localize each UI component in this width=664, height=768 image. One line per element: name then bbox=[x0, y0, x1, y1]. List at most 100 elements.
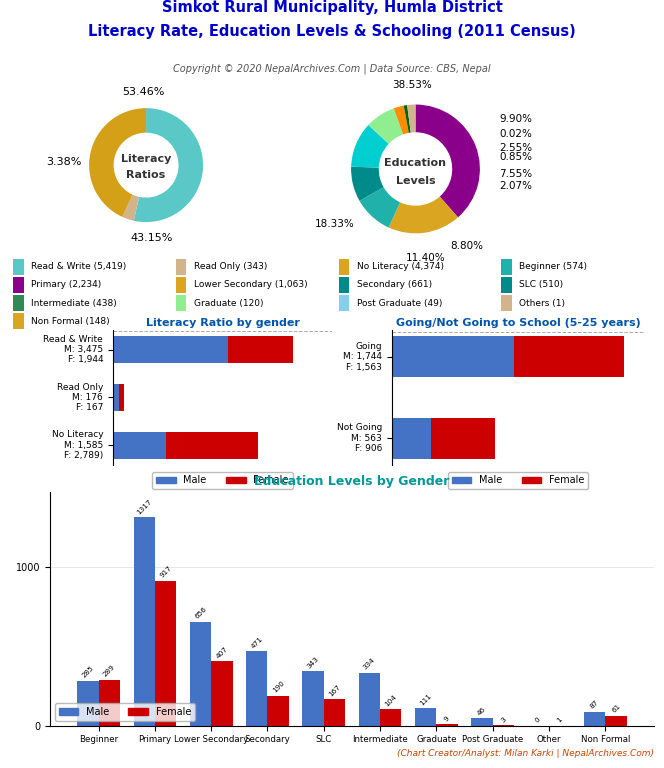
Text: 334: 334 bbox=[363, 657, 376, 671]
Wedge shape bbox=[394, 106, 409, 134]
Text: 111: 111 bbox=[418, 692, 433, 707]
Bar bbox=[176, 295, 186, 311]
Title: Literacy Ratio by gender: Literacy Ratio by gender bbox=[145, 318, 299, 328]
Text: 917: 917 bbox=[159, 564, 173, 579]
Bar bbox=[228, 336, 293, 362]
Bar bbox=[155, 581, 177, 726]
Bar bbox=[324, 700, 345, 726]
Bar bbox=[392, 418, 431, 458]
Bar bbox=[392, 336, 514, 377]
Text: Education: Education bbox=[384, 157, 446, 167]
Text: 1317: 1317 bbox=[135, 498, 153, 515]
Bar bbox=[339, 295, 349, 311]
Wedge shape bbox=[369, 108, 403, 144]
Bar bbox=[99, 680, 120, 726]
Text: Non Formal (148): Non Formal (148) bbox=[31, 316, 110, 326]
Wedge shape bbox=[404, 106, 409, 133]
Text: Beginner (574): Beginner (574) bbox=[519, 262, 588, 271]
Bar bbox=[501, 259, 511, 275]
Text: 8.80%: 8.80% bbox=[451, 241, 483, 251]
Text: Levels: Levels bbox=[396, 176, 436, 186]
Text: 289: 289 bbox=[102, 664, 116, 678]
Bar bbox=[605, 716, 627, 726]
Text: 2.07%: 2.07% bbox=[499, 181, 533, 191]
Bar bbox=[13, 313, 23, 329]
Text: Read Only (343): Read Only (343) bbox=[194, 262, 268, 271]
Bar bbox=[13, 259, 23, 275]
Text: SLC (510): SLC (510) bbox=[519, 280, 564, 290]
Bar bbox=[431, 418, 495, 458]
Bar bbox=[77, 680, 99, 726]
Text: 53.46%: 53.46% bbox=[122, 88, 165, 98]
Bar bbox=[339, 259, 349, 275]
Text: Primary (2,234): Primary (2,234) bbox=[31, 280, 102, 290]
Text: 0.02%: 0.02% bbox=[499, 129, 532, 139]
Bar bbox=[119, 384, 124, 411]
Text: 167: 167 bbox=[327, 684, 341, 697]
Wedge shape bbox=[122, 194, 139, 220]
Text: 2.55%: 2.55% bbox=[499, 144, 533, 154]
Text: 9.90%: 9.90% bbox=[499, 114, 533, 124]
Bar bbox=[133, 518, 155, 726]
Text: 46: 46 bbox=[477, 706, 487, 717]
Title: Education Levels by Gender: Education Levels by Gender bbox=[254, 475, 450, 488]
Text: Lower Secondary (1,063): Lower Secondary (1,063) bbox=[194, 280, 307, 290]
Text: No Literacy (4,374): No Literacy (4,374) bbox=[357, 262, 444, 271]
Text: Secondary (661): Secondary (661) bbox=[357, 280, 432, 290]
Bar bbox=[501, 276, 511, 293]
Bar bbox=[501, 295, 511, 311]
Text: 104: 104 bbox=[384, 694, 398, 707]
Wedge shape bbox=[404, 105, 411, 133]
Wedge shape bbox=[407, 104, 416, 133]
Text: 7.55%: 7.55% bbox=[499, 169, 533, 179]
Text: 18.33%: 18.33% bbox=[315, 219, 355, 229]
Legend: Male, Female: Male, Female bbox=[448, 472, 588, 489]
Legend: Male, Female: Male, Female bbox=[54, 703, 195, 721]
Text: Copyright © 2020 NepalArchives.Com | Data Source: CBS, Nepal: Copyright © 2020 NepalArchives.Com | Dat… bbox=[173, 64, 491, 74]
Text: 471: 471 bbox=[250, 635, 264, 649]
Wedge shape bbox=[388, 197, 458, 233]
Text: Simkot Rural Municipality, Humla District: Simkot Rural Municipality, Humla Distric… bbox=[161, 0, 503, 15]
Wedge shape bbox=[133, 108, 203, 222]
Text: 190: 190 bbox=[271, 680, 286, 694]
Text: 3: 3 bbox=[499, 716, 507, 723]
Text: 3.38%: 3.38% bbox=[46, 157, 81, 167]
Bar bbox=[268, 696, 289, 726]
Bar bbox=[190, 622, 211, 726]
Text: 43.15%: 43.15% bbox=[131, 233, 173, 243]
Legend: Male, Female: Male, Female bbox=[152, 472, 293, 489]
Text: Others (1): Others (1) bbox=[519, 299, 566, 307]
Bar bbox=[514, 336, 623, 377]
Wedge shape bbox=[351, 125, 388, 167]
Bar bbox=[359, 673, 380, 726]
Text: 0: 0 bbox=[535, 717, 542, 724]
Text: Ratios: Ratios bbox=[126, 170, 166, 180]
Text: Post Graduate (49): Post Graduate (49) bbox=[357, 299, 442, 307]
Text: 1: 1 bbox=[556, 717, 563, 723]
Text: 656: 656 bbox=[193, 606, 208, 620]
Bar bbox=[436, 724, 457, 726]
Text: 11.40%: 11.40% bbox=[405, 253, 445, 263]
Wedge shape bbox=[351, 167, 384, 201]
Text: (Chart Creator/Analyst: Milan Karki | NepalArchives.Com): (Chart Creator/Analyst: Milan Karki | Ne… bbox=[397, 750, 654, 758]
Bar bbox=[113, 384, 119, 411]
Text: 87: 87 bbox=[589, 700, 600, 710]
Bar bbox=[415, 708, 436, 726]
Text: 0.85%: 0.85% bbox=[499, 152, 533, 162]
Wedge shape bbox=[359, 187, 400, 227]
Text: 38.53%: 38.53% bbox=[392, 80, 432, 90]
Bar bbox=[211, 661, 232, 726]
Text: 61: 61 bbox=[610, 703, 622, 714]
Bar bbox=[176, 259, 186, 275]
Wedge shape bbox=[89, 108, 146, 217]
Bar bbox=[380, 710, 402, 726]
Bar bbox=[113, 432, 165, 458]
Bar bbox=[302, 671, 324, 726]
Text: Literacy: Literacy bbox=[121, 154, 171, 164]
Bar bbox=[176, 276, 186, 293]
Bar bbox=[246, 651, 268, 726]
Bar bbox=[113, 336, 228, 362]
Text: Intermediate (438): Intermediate (438) bbox=[31, 299, 117, 307]
Wedge shape bbox=[416, 104, 480, 217]
Title: Going/Not Going to School (5-25 years): Going/Not Going to School (5-25 years) bbox=[396, 318, 640, 328]
